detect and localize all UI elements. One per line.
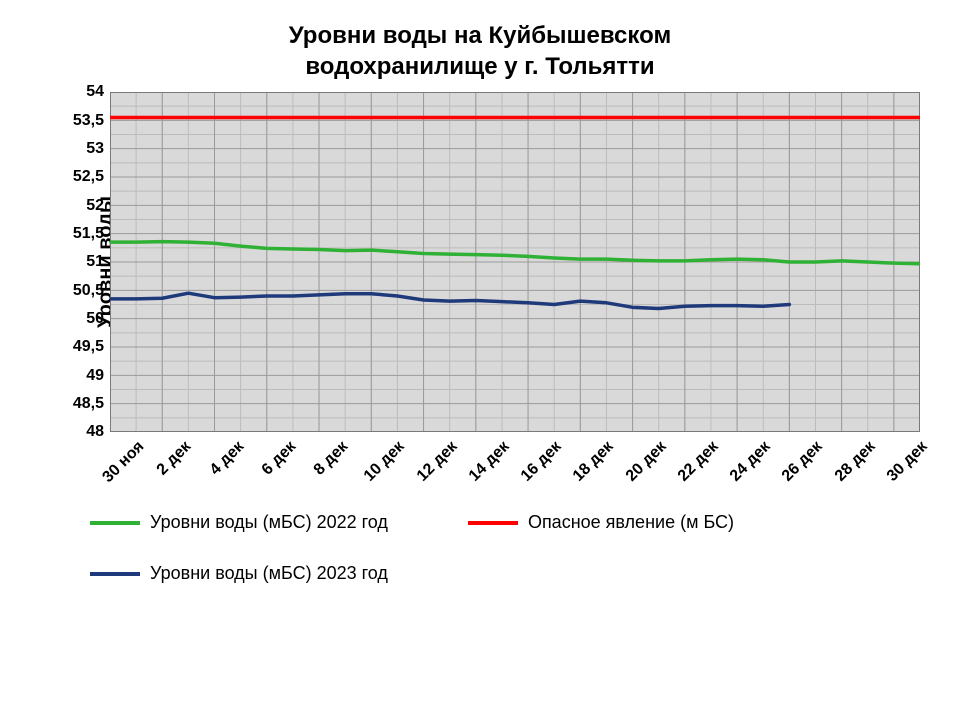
y-tick-label: 52 — [86, 197, 104, 215]
x-tick-label: 16 дек — [518, 438, 566, 486]
chart-container: Уровни воды на Куйбышевском водохранилищ… — [20, 20, 940, 688]
y-tick-label: 53 — [86, 140, 104, 158]
legend-swatch-danger — [468, 521, 518, 525]
y-tick-label: 53,5 — [73, 112, 104, 130]
chart-title-line-1: Уровни воды на Куйбышевском — [20, 20, 940, 51]
x-tick-label: 22 дек — [675, 438, 723, 486]
x-tick-label: 10 дек — [361, 438, 409, 486]
legend: Уровни воды (мБС) 2022 год Опасное явлен… — [90, 512, 940, 584]
x-tick-label: 4 дек — [206, 438, 247, 479]
legend-swatch-2023 — [90, 572, 140, 576]
plot-wrapper: Уровни воды 4848,54949,55050,55151,55252… — [110, 92, 920, 432]
x-tick-label: 18 дек — [570, 438, 618, 486]
y-tick-label: 48 — [86, 423, 104, 441]
legend-label-2023: Уровни воды (мБС) 2023 год — [150, 563, 388, 584]
legend-label-danger: Опасное явление (м БС) — [528, 512, 734, 533]
x-tick-label: 26 дек — [779, 438, 827, 486]
plot-svg — [110, 92, 920, 432]
y-tick-label: 50,5 — [73, 282, 104, 300]
x-tick-label: 30 ноя — [99, 438, 148, 487]
y-tick-label: 51 — [86, 253, 104, 271]
chart-title: Уровни воды на Куйбышевском водохранилищ… — [20, 20, 940, 82]
x-tick-label: 28 дек — [831, 438, 879, 486]
chart-title-line-2: водохранилище у г. Тольятти — [20, 51, 940, 82]
x-tick-label: 6 дек — [258, 438, 299, 479]
x-tick-label: 24 дек — [727, 438, 775, 486]
x-tick-label: 2 дек — [154, 438, 195, 479]
x-tick-label: 30 дек — [884, 438, 932, 486]
legend-item-2023: Уровни воды (мБС) 2023 год — [90, 563, 940, 584]
y-tick-label: 49,5 — [73, 338, 104, 356]
x-tick-label: 8 дек — [311, 438, 352, 479]
y-tick-label: 48,5 — [73, 395, 104, 413]
plot-area: 4848,54949,55050,55151,55252,55353,55430… — [110, 92, 920, 432]
legend-item-2022: Уровни воды (мБС) 2022 год — [90, 512, 388, 533]
y-tick-label: 50 — [86, 310, 104, 328]
y-tick-label: 51,5 — [73, 225, 104, 243]
legend-label-2022: Уровни воды (мБС) 2022 год — [150, 512, 388, 533]
x-tick-label: 12 дек — [413, 438, 461, 486]
y-tick-label: 54 — [86, 83, 104, 101]
legend-item-danger: Опасное явление (м БС) — [468, 512, 734, 533]
y-tick-label: 49 — [86, 367, 104, 385]
y-tick-label: 52,5 — [73, 168, 104, 186]
x-tick-label: 14 дек — [466, 438, 514, 486]
legend-swatch-2022 — [90, 521, 140, 525]
x-tick-label: 20 дек — [622, 438, 670, 486]
